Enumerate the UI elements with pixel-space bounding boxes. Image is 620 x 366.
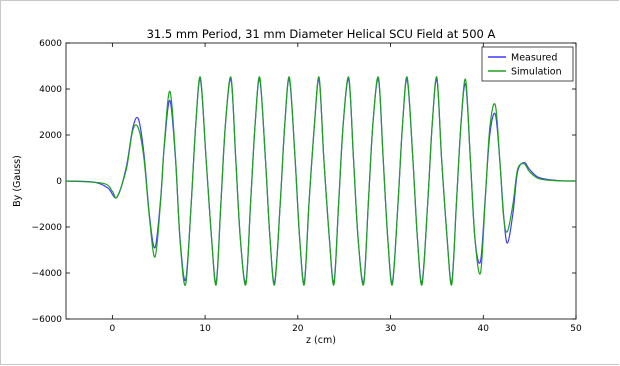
- legend: Measured Simulation: [481, 46, 574, 82]
- y-tick-label: −4000: [32, 269, 63, 279]
- x-tick-label: 50: [570, 324, 582, 334]
- y-tick-label: 6000: [39, 39, 62, 49]
- legend-box: [481, 46, 574, 82]
- legend-label-simulation: Simulation: [511, 67, 562, 78]
- plot-area: [65, 42, 577, 320]
- y-tick-label: 4000: [39, 85, 62, 95]
- series-group: [65, 76, 577, 286]
- y-tick-label: −2000: [32, 223, 63, 233]
- chart-title: 31.5 mm Period, 31 mm Diameter Helical S…: [147, 27, 496, 41]
- x-tick-label: 0: [109, 324, 115, 334]
- y-tick-label: 0: [56, 177, 62, 187]
- y-tick-label: −6000: [32, 315, 63, 325]
- x-tick-label: 10: [199, 324, 211, 334]
- x-tick-label: 20: [292, 324, 304, 334]
- legend-label-measured: Measured: [511, 53, 557, 64]
- y-tick-label: 2000: [39, 131, 62, 141]
- x-tick-label: 40: [478, 324, 490, 334]
- y-axis-title: By (Gauss): [12, 155, 23, 207]
- series-line-simulation: [65, 76, 577, 286]
- x-axis-title: z (cm): [306, 335, 336, 346]
- x-tick-label: 30: [385, 324, 397, 334]
